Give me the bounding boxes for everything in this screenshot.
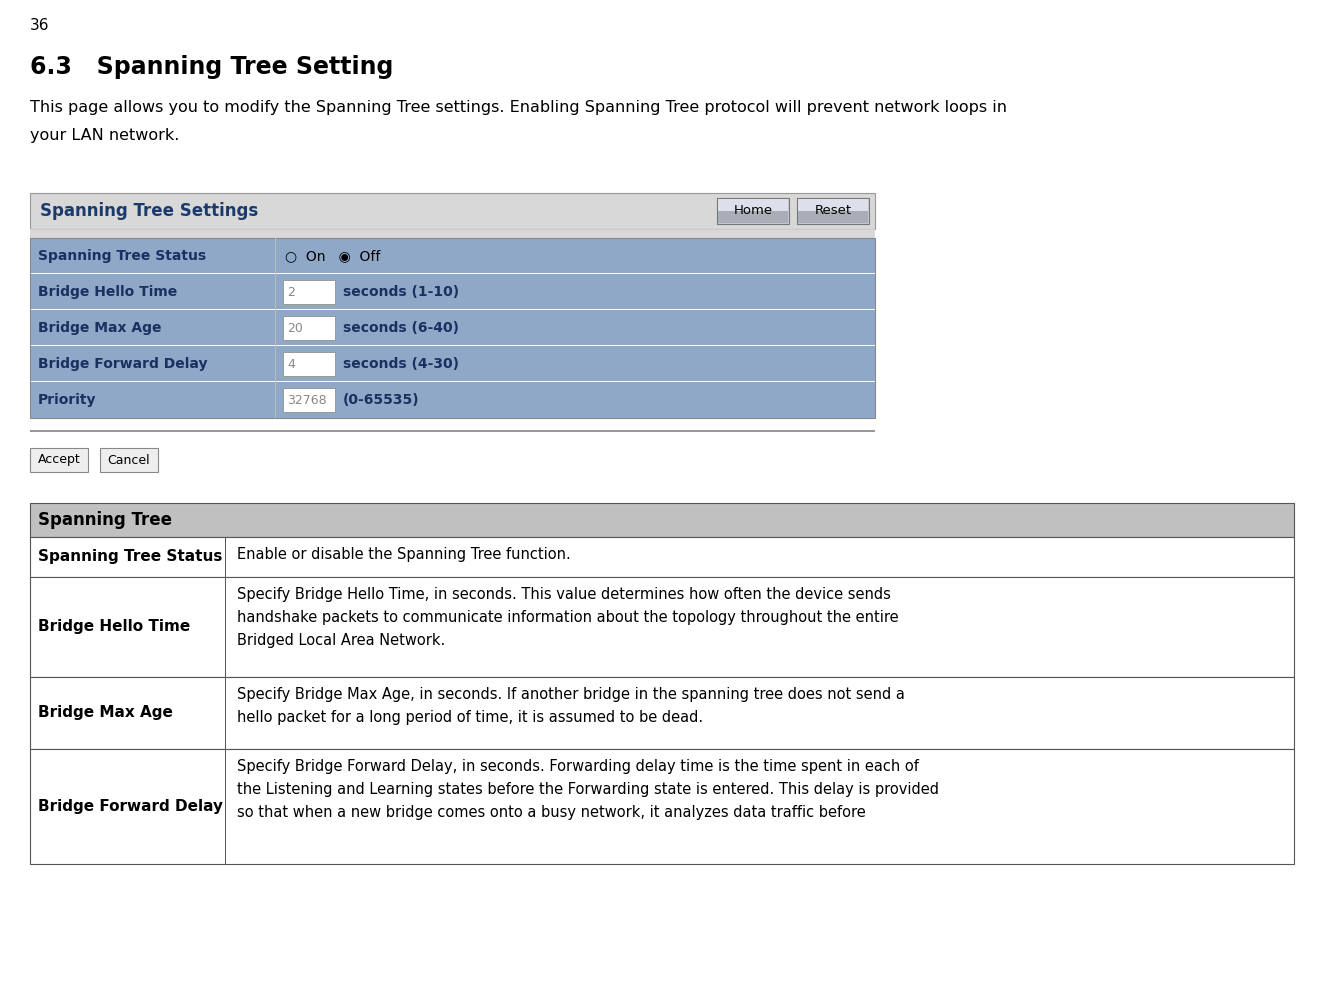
Bar (30, 193, 875, 229)
Bar (30, 309, 875, 310)
Bar (718, 198, 789, 224)
Bar (30, 537, 1294, 577)
Text: Bridge Max Age: Bridge Max Age (38, 705, 173, 720)
Bar (283, 316, 335, 340)
Text: 2: 2 (287, 286, 295, 298)
Bar (30, 238, 875, 418)
Text: Home: Home (733, 205, 773, 218)
Text: Bridge Forward Delay: Bridge Forward Delay (38, 799, 222, 814)
Bar (283, 352, 335, 376)
Bar (798, 199, 869, 212)
Bar (797, 198, 869, 224)
Text: 32768: 32768 (287, 393, 327, 407)
Text: 20: 20 (287, 321, 303, 335)
Text: Cancel: Cancel (107, 453, 151, 467)
Text: This page allows you to modify the Spanning Tree settings. Enabling Spanning Tre: This page allows you to modify the Spann… (30, 100, 1008, 115)
Bar (30, 382, 875, 418)
Bar (283, 280, 335, 304)
Bar (30, 448, 87, 472)
Bar (30, 230, 875, 238)
Text: Specify Bridge Max Age, in seconds. If another bridge in the spanning tree does : Specify Bridge Max Age, in seconds. If a… (237, 687, 904, 725)
Bar (718, 199, 788, 212)
Text: seconds (1-10): seconds (1-10) (343, 285, 459, 299)
Bar (30, 310, 875, 346)
Bar (30, 345, 875, 346)
Bar (30, 749, 1294, 864)
Text: Spanning Tree Status: Spanning Tree Status (38, 249, 207, 263)
Bar (283, 388, 335, 412)
Text: Spanning Tree Status: Spanning Tree Status (38, 550, 222, 564)
Text: Accept: Accept (37, 453, 81, 467)
Bar (798, 211, 869, 223)
Text: your LAN network.: your LAN network. (30, 128, 179, 143)
Bar (30, 229, 875, 230)
Bar (101, 448, 158, 472)
Bar (30, 577, 1294, 677)
Bar (30, 677, 1294, 749)
Bar (30, 274, 875, 310)
Text: Spanning Tree Settings: Spanning Tree Settings (40, 202, 258, 220)
Text: Enable or disable the Spanning Tree function.: Enable or disable the Spanning Tree func… (237, 547, 571, 562)
Bar (30, 273, 875, 274)
Bar (30, 381, 875, 382)
Text: 6.3   Spanning Tree Setting: 6.3 Spanning Tree Setting (30, 55, 393, 79)
Text: seconds (4-30): seconds (4-30) (343, 357, 459, 371)
Text: Spanning Tree: Spanning Tree (38, 511, 172, 529)
Text: Priority: Priority (38, 393, 97, 407)
Text: Bridge Hello Time: Bridge Hello Time (38, 285, 177, 299)
Text: (0-65535): (0-65535) (343, 393, 420, 407)
Text: Bridge Max Age: Bridge Max Age (38, 321, 162, 335)
Text: seconds (6-40): seconds (6-40) (343, 321, 459, 335)
Text: Specify Bridge Hello Time, in seconds. This value determines how often the devic: Specify Bridge Hello Time, in seconds. T… (237, 587, 899, 647)
Text: 36: 36 (30, 18, 49, 33)
Bar (30, 503, 1294, 537)
Text: Specify Bridge Forward Delay, in seconds. Forwarding delay time is the time spen: Specify Bridge Forward Delay, in seconds… (237, 759, 939, 820)
Bar (30, 346, 875, 382)
Text: Bridge Hello Time: Bridge Hello Time (38, 620, 191, 634)
Text: Reset: Reset (814, 205, 851, 218)
Bar (30, 430, 875, 432)
Bar (718, 211, 788, 223)
Text: Bridge Forward Delay: Bridge Forward Delay (38, 357, 208, 371)
Text: 4: 4 (287, 358, 295, 370)
Text: ○  On   ◉  Off: ○ On ◉ Off (285, 249, 380, 263)
Bar (30, 238, 875, 274)
